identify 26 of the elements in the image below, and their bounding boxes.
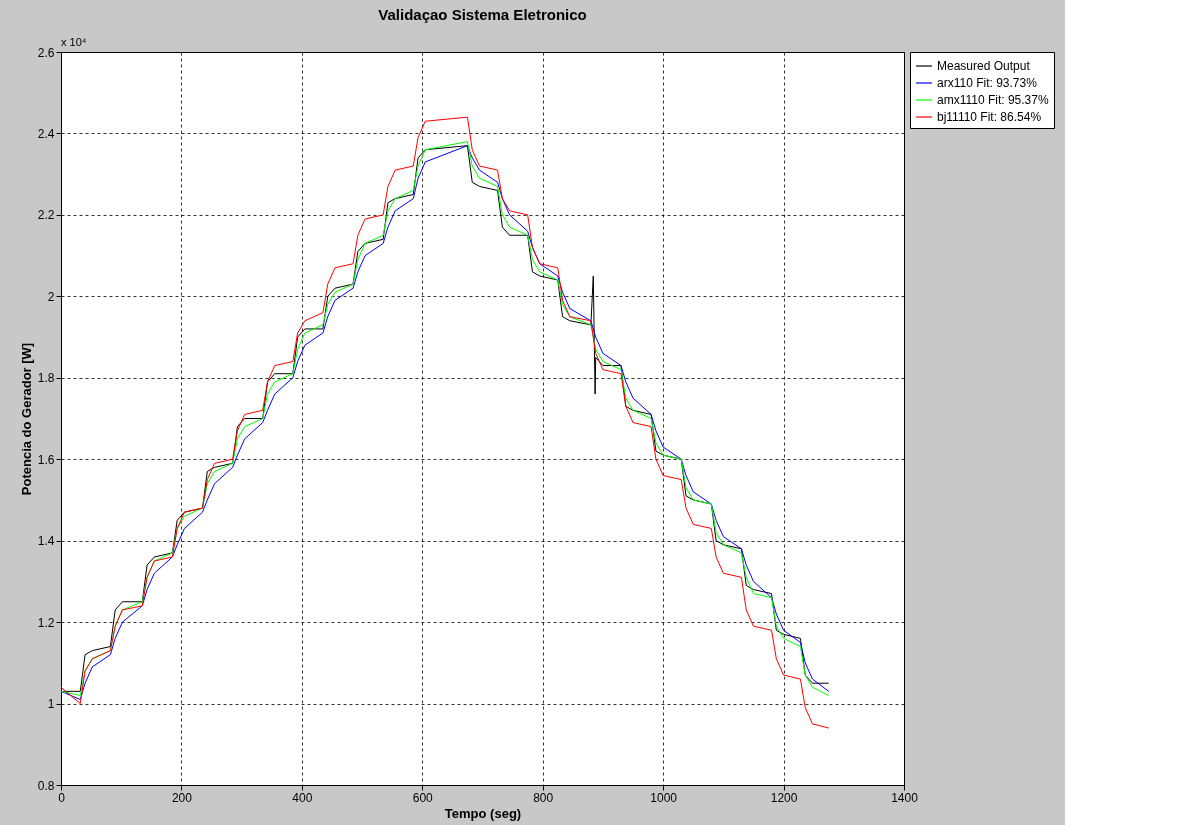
y-tick-label: 1.6 (37, 452, 55, 467)
y-tick-label: 1.4 (37, 534, 55, 549)
x-tick-label: 0 (58, 790, 66, 805)
x-tick-label: 800 (533, 790, 554, 805)
y-tick-label: 2 (47, 289, 55, 304)
y-tick-label: 0.8 (37, 778, 55, 793)
x-axis-title: Tempo (seg) (444, 805, 522, 821)
x-tick-label: 1000 (650, 790, 678, 805)
x-tick-label: 400 (292, 790, 313, 805)
y-tick-label: 2.6 (37, 45, 55, 60)
y-tick-label: 2.4 (37, 126, 55, 141)
legend-label: arx110 Fit: 93.73% (937, 76, 1038, 90)
legend-label: Measured Output (937, 59, 1031, 73)
x-tick-label: 600 (412, 790, 434, 805)
text: x 10⁴ (61, 36, 87, 48)
y-tick-label: 2.2 (37, 208, 55, 223)
chart-title: Validaçao Sistema Eletronico (378, 6, 587, 23)
y-tick-label: 1.8 (37, 371, 55, 386)
x-tick-label: 200 (171, 790, 193, 805)
y-tick-label: 1 (47, 697, 55, 712)
y-tick-label: 1.2 (37, 615, 55, 630)
legend-label: amx1110 Fit: 95.37% (937, 93, 1049, 107)
x-tick-label: 1200 (770, 790, 798, 805)
y-axis-title: Potencia do Gerador [W] (18, 342, 34, 496)
x-tick-label: 1400 (891, 790, 919, 805)
legend-label: bj11110 Fit: 86.54% (937, 110, 1042, 124)
